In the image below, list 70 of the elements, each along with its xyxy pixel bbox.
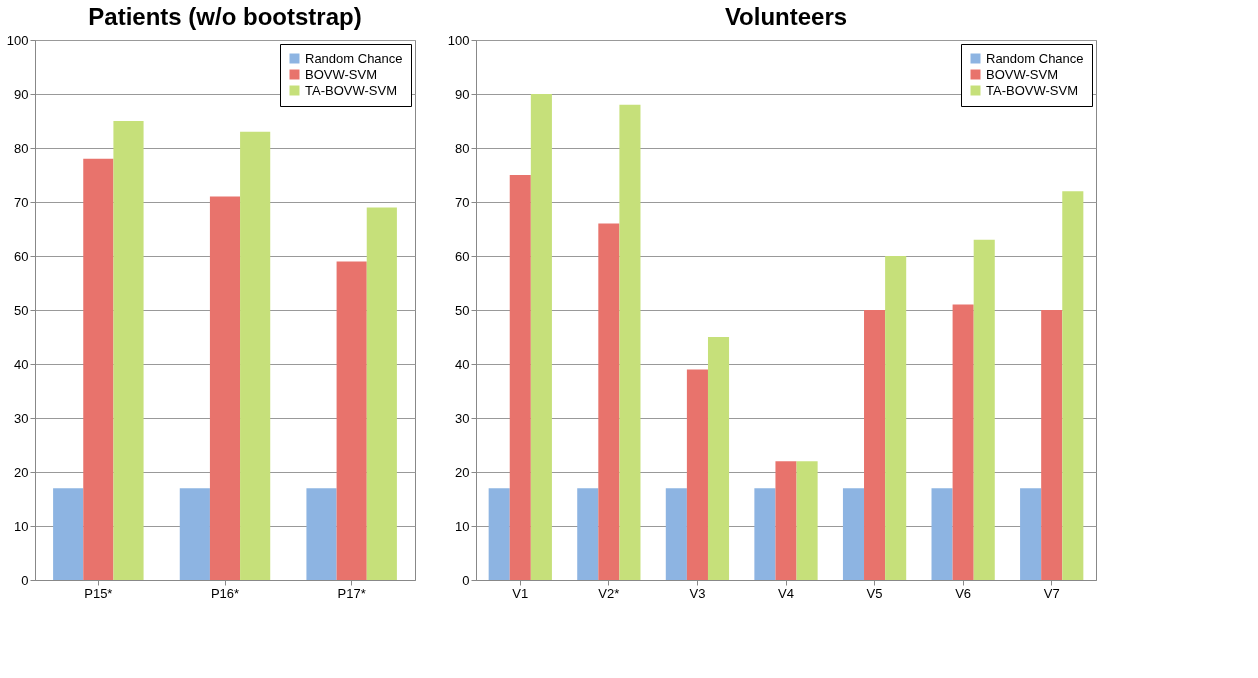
x-tick-label: V1 — [512, 585, 529, 601]
bar — [1041, 310, 1063, 580]
y-tick-label: 70 — [14, 194, 29, 210]
bar — [952, 304, 974, 580]
bar — [686, 369, 708, 580]
bar — [1020, 488, 1042, 580]
y-tick-label: 30 — [14, 410, 29, 426]
bar — [707, 337, 730, 580]
chart-title: Patients (w/o bootstrap) — [88, 3, 362, 30]
y-tick-label: 40 — [455, 356, 470, 372]
x-tick-label: V3 — [689, 585, 706, 601]
bar — [754, 488, 776, 580]
bar — [577, 488, 599, 580]
bar — [931, 488, 953, 580]
y-tick-label: 50 — [455, 302, 470, 318]
bar — [366, 207, 397, 580]
legend-label: TA-BOVW-SVM — [305, 82, 397, 98]
bar — [113, 121, 144, 580]
x-tick-label: V4 — [778, 585, 794, 601]
y-tick-label: 100 — [6, 32, 29, 48]
y-tick-label: 50 — [14, 302, 29, 318]
x-tick-label: P16* — [210, 585, 240, 601]
legend-label: BOVW-SVM — [986, 66, 1058, 82]
bar — [598, 223, 620, 580]
bar — [488, 488, 510, 580]
legend-label: TA-BOVW-SVM — [986, 82, 1078, 98]
x-tick-label: P15* — [84, 585, 113, 601]
y-tick-label: 80 — [14, 140, 29, 156]
bar — [864, 310, 886, 580]
legend-label: BOVW-SVM — [305, 66, 377, 82]
x-tick-label: V6 — [955, 585, 972, 601]
y-tick-label: 20 — [14, 464, 29, 480]
bar — [775, 461, 797, 580]
y-tick-label: 60 — [455, 248, 470, 264]
legend-label: Random Chance — [986, 50, 1084, 66]
bar — [665, 488, 687, 580]
bar — [796, 461, 818, 580]
y-tick-label: 10 — [455, 518, 470, 534]
y-tick-label: 0 — [21, 572, 29, 588]
x-tick-label: P17* — [337, 585, 366, 601]
x-tick-label: V7 — [1043, 585, 1060, 601]
y-tick-label: 70 — [455, 194, 470, 210]
y-tick-label: 20 — [455, 464, 470, 480]
bar — [336, 261, 367, 580]
bar — [209, 196, 241, 580]
bar — [1062, 191, 1084, 580]
bar — [530, 94, 552, 580]
bar — [842, 488, 865, 580]
bar — [306, 488, 337, 580]
bar — [240, 131, 271, 580]
y-tick-label: 30 — [455, 410, 470, 426]
y-tick-label: 0 — [462, 572, 470, 588]
bar — [53, 488, 84, 580]
y-tick-label: 90 — [14, 86, 29, 102]
bar — [83, 158, 114, 580]
bar — [179, 488, 210, 580]
y-tick-label: 10 — [14, 518, 29, 534]
bar — [619, 104, 641, 580]
y-tick-label: 100 — [447, 32, 470, 48]
bar — [885, 256, 907, 580]
y-tick-label: 40 — [14, 356, 29, 372]
y-tick-label: 60 — [14, 248, 29, 264]
y-tick-label: 90 — [455, 86, 470, 102]
bar — [509, 175, 531, 580]
chart-title: Volunteers — [724, 3, 848, 30]
x-tick-label: V5 — [866, 585, 883, 601]
legend-label: Random Chance — [305, 50, 403, 66]
bar — [973, 239, 995, 580]
x-tick-label: V2* — [598, 585, 620, 601]
y-tick-label: 80 — [455, 140, 470, 156]
